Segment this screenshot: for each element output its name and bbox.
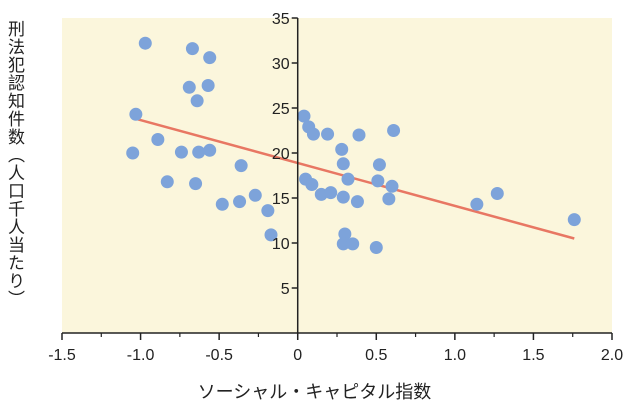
data-point (490, 187, 504, 200)
y-tick-label: 5 (281, 281, 290, 298)
data-point (264, 228, 278, 242)
y-tick-label: 20 (272, 146, 290, 163)
data-point (160, 175, 174, 189)
data-point (185, 42, 199, 56)
data-point (233, 195, 247, 209)
data-point (305, 178, 319, 191)
y-ticks: 5 10 15 20 25 30 35 (272, 11, 298, 298)
x-tick-label: 1.0 (444, 347, 466, 364)
data-point (321, 127, 335, 141)
x-tick-label: -1.0 (127, 347, 155, 364)
y-tick-label: 10 (272, 236, 290, 253)
data-point (129, 107, 143, 121)
x-tick-label: 1.5 (522, 347, 544, 364)
data-point (352, 128, 366, 142)
y-axis-label: 刑法犯認知件数（人口千人当たり） (4, 20, 24, 308)
data-point (369, 241, 383, 254)
trendline (135, 117, 575, 240)
data-point (324, 186, 338, 200)
data-point (182, 80, 196, 94)
data-point (174, 145, 188, 159)
y-axis-label-container: 刑法犯認知件数（人口千人当たり） (3, 20, 25, 340)
y-tick-label: 25 (272, 101, 290, 118)
data-point (201, 79, 215, 92)
data-point (387, 124, 401, 137)
plot-background (62, 18, 612, 333)
x-tick-label: 0.5 (365, 347, 387, 364)
x-tick-label: -0.5 (205, 347, 233, 364)
x-axis-label: ソーシャル・キャピタル指数 (197, 382, 432, 403)
data-point (189, 177, 203, 191)
data-point (234, 159, 248, 173)
y-tick-label: 15 (272, 191, 290, 208)
x-ticks: -1.5 -1.0 -0.5 0 0.5 1.0 1.5 2.0 (48, 333, 623, 364)
x-tick-label: 2.0 (601, 347, 623, 364)
data-point (336, 237, 350, 251)
data-point (138, 36, 152, 50)
data-point (215, 197, 229, 211)
y-tick-label: 30 (272, 56, 290, 73)
data-point (335, 142, 349, 156)
data-point (372, 158, 386, 172)
y-tick-label: 35 (272, 11, 290, 28)
data-point (382, 192, 396, 206)
data-point (306, 127, 320, 141)
data-point (261, 204, 275, 218)
data-point (336, 190, 350, 204)
data-point (203, 143, 217, 157)
data-point (371, 174, 385, 188)
data-point (126, 146, 140, 160)
data-point (336, 157, 350, 171)
trendline-layer (135, 117, 575, 240)
data-point (297, 109, 311, 123)
data-point (192, 145, 206, 159)
points-layer (126, 36, 581, 254)
data-point (470, 197, 484, 211)
data-point (341, 172, 355, 186)
data-point (151, 133, 165, 146)
x-tick-label: 0 (293, 347, 302, 364)
data-point (346, 237, 360, 251)
data-point (350, 195, 364, 209)
data-point (248, 188, 262, 202)
data-point (190, 94, 204, 108)
data-point (567, 213, 581, 227)
data-point (338, 227, 352, 241)
data-point (385, 179, 399, 193)
data-point (203, 51, 217, 65)
x-tick-label: -1.5 (48, 347, 76, 364)
